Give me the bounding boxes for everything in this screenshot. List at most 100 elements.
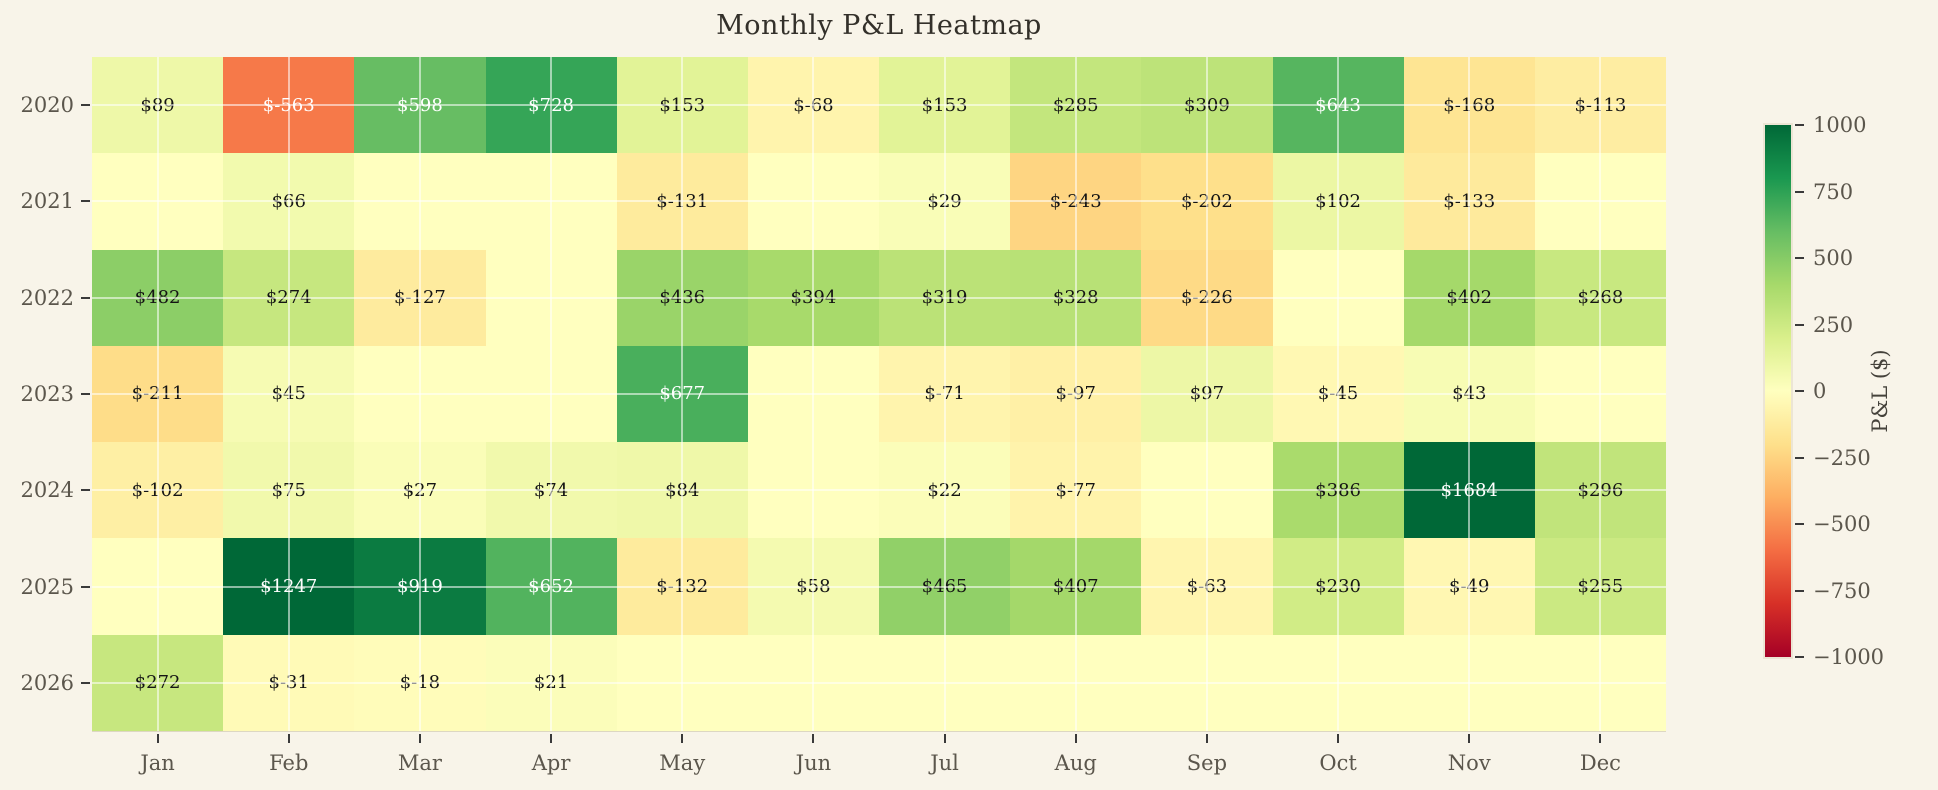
- chart-title: Monthly P&L Heatmap: [716, 10, 1042, 41]
- colorbar-tickmark: [1795, 656, 1804, 658]
- y-tick-label: 2022: [20, 285, 74, 310]
- heatmap-cell: $274: [223, 249, 355, 346]
- colorbar-tick-label: 250: [1813, 312, 1854, 337]
- heatmap-cell: $66: [223, 153, 355, 250]
- colorbar-tickmark: [1795, 323, 1804, 326]
- colorbar-tickmark: [1795, 190, 1804, 193]
- heatmap-cell: [485, 153, 617, 250]
- colorbar-tick-label: −250: [1813, 445, 1871, 470]
- heatmap-cell: $-45: [1272, 345, 1404, 443]
- x-tickmark: [812, 734, 815, 743]
- heatmap-cell: $394: [747, 249, 879, 346]
- x-tickmark: [943, 734, 946, 743]
- x-tickmark: [1074, 734, 1077, 743]
- heatmap-cell: $652: [485, 538, 617, 635]
- x-tickmark: [1205, 734, 1208, 743]
- heatmap-cell: $402: [1403, 249, 1535, 346]
- heatmap-cell: [92, 153, 224, 250]
- heatmap-cell: $-18: [354, 634, 486, 731]
- heatmap-cell: $-102: [92, 442, 224, 539]
- colorbar-tick-label: −500: [1813, 512, 1871, 536]
- heatmap-cell: $465: [879, 538, 1011, 635]
- colorbar-tick-label: 750: [1813, 179, 1854, 204]
- x-tick-label: Jan: [140, 751, 175, 775]
- heatmap-cell: $272: [92, 634, 224, 731]
- heatmap-cell: [354, 345, 486, 443]
- heatmap-cell: $89: [92, 57, 224, 154]
- colorbar-tickmark: [1795, 523, 1804, 525]
- heatmap-cell: $728: [485, 57, 617, 154]
- y-tickmark: [81, 200, 90, 203]
- x-tick-label: Dec: [1579, 751, 1621, 775]
- x-tick-label: Jun: [795, 751, 832, 775]
- x-tick-label: Mar: [397, 751, 442, 775]
- x-tickmark: [287, 734, 290, 743]
- heatmap-cell: $97: [1141, 345, 1273, 443]
- heatmap-cell: [354, 153, 486, 250]
- heatmap-cell: $-113: [1534, 57, 1666, 154]
- colorbar-tick-label: −1000: [1813, 645, 1885, 669]
- heatmap-cell: [1141, 442, 1273, 539]
- heatmap-cell: [747, 345, 879, 443]
- heatmap-cell: $-168: [1403, 57, 1535, 154]
- heatmap-cell: [747, 442, 879, 539]
- heatmap-cell: $285: [1010, 57, 1142, 154]
- x-tickmark: [550, 734, 553, 743]
- heatmap-cell: [616, 634, 748, 731]
- y-tick-label: 2023: [20, 382, 74, 406]
- y-tickmark: [81, 104, 90, 107]
- heatmap-cell: $22: [879, 442, 1011, 539]
- heatmap-cell: $-226: [1141, 249, 1273, 346]
- heatmap-cell: $102: [1272, 153, 1404, 250]
- colorbar-tick-label: 1000: [1813, 113, 1867, 137]
- heatmap-cell: $27: [354, 442, 486, 539]
- y-tickmark: [81, 296, 90, 299]
- heatmap-cell: [1272, 249, 1404, 346]
- heatmap-cell: $319: [879, 249, 1011, 346]
- heatmap-cell: $-49: [1403, 538, 1535, 635]
- heatmap-cell: $29: [879, 153, 1011, 250]
- heatmap-cell: [92, 538, 224, 635]
- colorbar-tickmark: [1795, 456, 1804, 459]
- heatmap-cell: $309: [1141, 57, 1273, 154]
- y-tick-label: 2024: [20, 478, 74, 503]
- heatmap-cell: $45: [223, 345, 355, 443]
- y-tick-label: 2021: [20, 189, 74, 214]
- x-tick-label: Nov: [1447, 751, 1491, 775]
- heatmap-cell: $-133: [1403, 153, 1535, 250]
- y-tickmark: [81, 393, 90, 395]
- heatmap-cell: [1403, 634, 1535, 731]
- y-tickmark: [81, 585, 90, 588]
- x-tick-label: Sep: [1186, 751, 1228, 775]
- heatmap-cell: [485, 249, 617, 346]
- heatmap-cell: [1534, 345, 1666, 443]
- heatmap-cell: $268: [1534, 249, 1666, 346]
- y-tick-label: 2020: [20, 93, 74, 118]
- colorbar-axis-label: P&L ($): [1868, 349, 1892, 433]
- heatmap-cell: $153: [879, 57, 1011, 154]
- y-tickmark: [81, 489, 90, 492]
- heatmap-cell: [747, 634, 879, 731]
- x-tick-label: May: [659, 751, 706, 775]
- heatmap-cell: $255: [1534, 538, 1666, 635]
- heatmap-cell: [485, 345, 617, 443]
- colorbar-tickmark: [1795, 124, 1804, 126]
- heatmap-cell: [1010, 634, 1142, 731]
- x-tick-label: Aug: [1054, 751, 1097, 775]
- heatmap-cell: [747, 153, 879, 250]
- heatmap-cell: $-563: [223, 57, 355, 154]
- heatmap-cell: $-31: [223, 634, 355, 731]
- heatmap-cell: $43: [1403, 345, 1535, 443]
- heatmap-cell: $436: [616, 249, 748, 346]
- heatmap-cell: $598: [354, 57, 486, 154]
- heatmap-cell: $328: [1010, 249, 1142, 346]
- heatmap-cell: $482: [92, 249, 224, 346]
- colorbar: [1763, 123, 1793, 659]
- heatmap-cell: $407: [1010, 538, 1142, 635]
- x-tick-label: Feb: [269, 751, 309, 775]
- y-tick-label: 2026: [20, 670, 74, 695]
- x-tickmark: [418, 734, 421, 743]
- heatmap-cell: $75: [223, 442, 355, 539]
- x-tickmark: [1599, 734, 1602, 743]
